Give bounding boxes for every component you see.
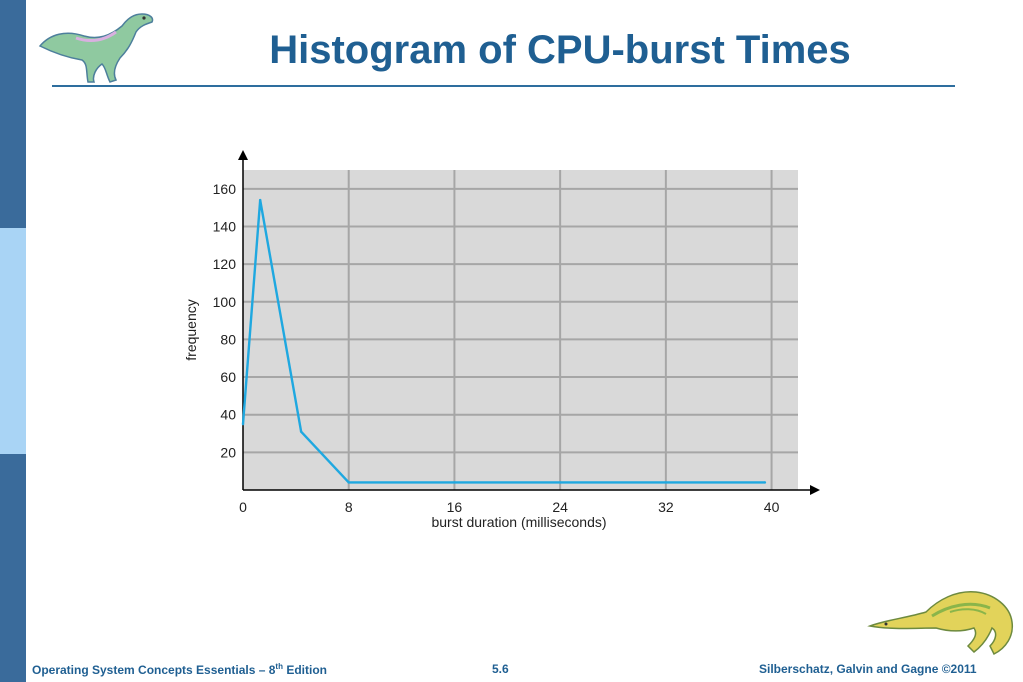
data-point xyxy=(763,481,767,484)
y-tick-label: 160 xyxy=(213,181,237,197)
y-axis-label: frequency xyxy=(183,299,199,360)
y-tick-label: 140 xyxy=(213,218,237,234)
y-axis-arrow xyxy=(238,150,248,160)
sidebar-segment-middle xyxy=(0,228,26,454)
y-tick-label: 100 xyxy=(213,294,237,310)
x-tick-label: 0 xyxy=(239,499,247,515)
footer-course-sup: th xyxy=(275,662,283,671)
footer-course-title: Operating System Concepts Essentials – 8… xyxy=(32,662,327,677)
x-tick-label: 8 xyxy=(345,499,353,515)
x-tick-label: 16 xyxy=(447,499,463,515)
footer-course-prefix: Operating System Concepts Essentials – 8 xyxy=(32,663,276,677)
sidebar-segment-top xyxy=(0,0,26,228)
footer-course-suffix: Edition xyxy=(282,663,327,677)
slide-title: Histogram of CPU-burst Times xyxy=(269,28,851,72)
data-point xyxy=(558,481,562,484)
x-axis-label: burst duration (milliseconds) xyxy=(431,514,606,530)
data-point xyxy=(453,481,456,484)
y-tick-labels: 20 40 60 80 100 120 140 160 xyxy=(213,181,237,461)
y-tick-label: 80 xyxy=(220,331,236,347)
frequency-line xyxy=(241,198,765,484)
plot-area xyxy=(243,170,798,490)
data-point xyxy=(241,422,245,426)
data-points xyxy=(241,198,767,484)
histogram-chart: 20 40 60 80 100 120 140 160 0 8 16 24 32 40 burst du… xyxy=(180,150,820,530)
x-tick-label: 24 xyxy=(552,499,568,515)
footer-slide-number: 5.6 xyxy=(492,662,509,676)
x-tick-labels: 0 8 16 24 32 40 xyxy=(239,499,779,515)
dinosaur-icon xyxy=(867,591,1014,656)
x-tick-label: 40 xyxy=(764,499,780,515)
grid-horizontal xyxy=(243,187,798,454)
title-divider xyxy=(52,85,955,87)
footer-authors: Silberschatz, Galvin and Gagne ©2011 xyxy=(759,662,977,676)
data-point xyxy=(299,430,303,433)
x-axis-arrow xyxy=(810,485,820,495)
data-point xyxy=(258,198,262,202)
x-tick-label: 32 xyxy=(658,499,674,515)
data-point xyxy=(347,481,350,484)
y-tick-label: 120 xyxy=(213,256,237,272)
grid-vertical xyxy=(347,170,773,490)
y-tick-label: 60 xyxy=(220,369,236,385)
y-tick-label: 40 xyxy=(220,407,236,423)
y-tick-label: 20 xyxy=(220,444,236,460)
sidebar-segment-bottom xyxy=(0,454,26,682)
sidebar-stripe xyxy=(0,0,26,682)
dinosaur-icon xyxy=(38,13,154,83)
data-point xyxy=(664,481,668,484)
